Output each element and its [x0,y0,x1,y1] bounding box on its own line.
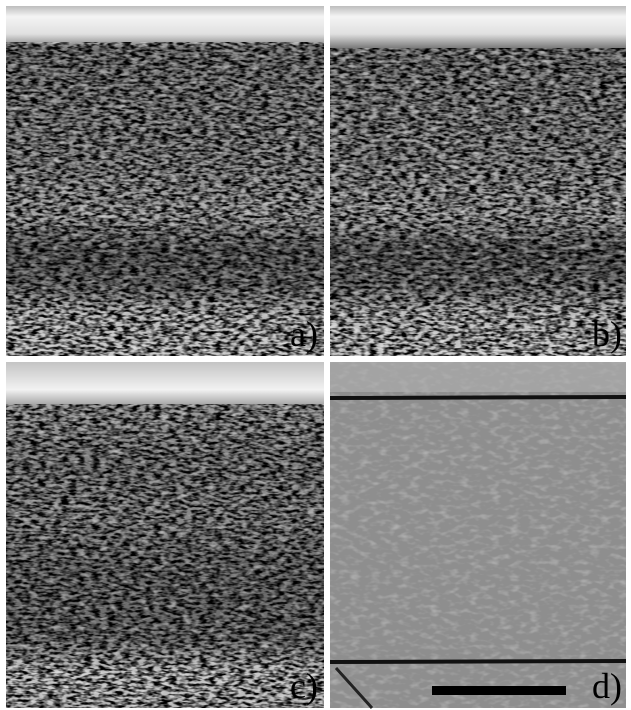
figure: a) b) c) d) [0,0,631,710]
panel-b: b) [330,6,626,356]
page: a) b) c) d) (() => { const data = JSON.p… [0,0,631,710]
speckle-highlight [330,48,626,356]
boundary-line [330,397,626,398]
speckle-highlight [330,362,626,708]
panel-a: a) [6,6,324,356]
panel-d: d) [330,362,626,708]
panel-label: a) [290,314,318,354]
scale-bar [432,686,566,695]
top-band [330,362,626,392]
panel-label: b) [592,314,622,354]
panel-c: c) [6,362,324,708]
speckle-highlight [6,404,324,708]
speckle-highlight [6,42,324,356]
boundary-line [330,661,626,662]
panel-label: d) [592,666,622,706]
panel-label: c) [290,666,318,706]
